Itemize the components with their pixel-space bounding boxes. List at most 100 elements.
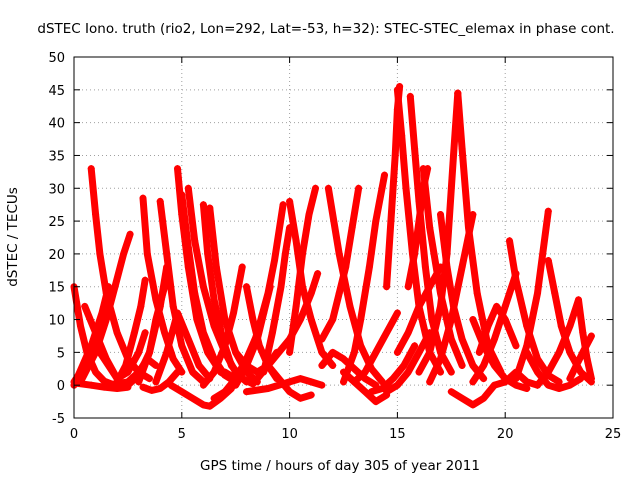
series-42-point-1 xyxy=(411,145,419,153)
series-1-point-5 xyxy=(98,309,106,317)
axis-ticks xyxy=(73,56,614,419)
series-18-point-0 xyxy=(167,381,175,389)
series-31-point-4 xyxy=(311,184,319,192)
series-8 xyxy=(113,276,149,386)
series-8-point-0 xyxy=(113,378,121,386)
series-38-point-1 xyxy=(361,368,369,376)
series-12-point-1 xyxy=(148,386,156,394)
series-58-point-0 xyxy=(544,256,552,264)
series-44-point-1 xyxy=(411,250,419,258)
y-tick-label-1: 0 xyxy=(57,379,65,394)
series-31 xyxy=(286,184,319,356)
series-9-point-1 xyxy=(143,250,151,258)
series-6-point-2 xyxy=(102,355,110,363)
series-29-point-5 xyxy=(318,381,326,389)
series-39-point-0 xyxy=(368,388,376,396)
series-17-point-2 xyxy=(173,309,181,317)
y-tick-label-3: 10 xyxy=(48,314,65,329)
series-25-point-5 xyxy=(279,201,287,209)
series-43-point-0 xyxy=(383,388,391,396)
series-36-point-1 xyxy=(350,348,358,356)
series-41-point-0 xyxy=(393,86,401,94)
series-55 xyxy=(506,237,563,386)
series-29-point-4 xyxy=(307,378,315,386)
series-61-point-1 xyxy=(579,329,587,337)
series-53-point-0 xyxy=(475,348,483,356)
series-29-point-2 xyxy=(286,378,294,386)
series-51-point-0 xyxy=(447,388,455,396)
series-3-point-1 xyxy=(87,381,95,389)
series-35-trace xyxy=(324,184,386,386)
series-55-point-0 xyxy=(506,237,514,245)
series-56-point-2 xyxy=(534,289,542,297)
series-16-point-2 xyxy=(199,283,207,291)
series-2-point-1 xyxy=(79,361,87,369)
series-15-point-0 xyxy=(178,191,186,199)
series-36-point-4 xyxy=(372,217,380,225)
series-45-point-0 xyxy=(393,348,401,356)
series-46-point-4 xyxy=(458,361,466,369)
series-40-point-2 xyxy=(391,151,399,159)
data-series xyxy=(70,83,595,410)
series-17-point-1 xyxy=(163,348,171,356)
series-37-point-2 xyxy=(361,388,369,396)
series-57-trace xyxy=(523,348,585,392)
series-16-point-3 xyxy=(210,322,218,330)
series-31-point-3 xyxy=(305,211,313,219)
series-46-point-0 xyxy=(419,165,427,173)
series-2-point-2 xyxy=(87,342,95,350)
series-36-point-2 xyxy=(357,316,365,324)
series-62-trace xyxy=(469,316,531,392)
series-8-point-1 xyxy=(122,361,130,369)
series-16-point-1 xyxy=(191,237,199,245)
series-6-point-6 xyxy=(141,329,149,337)
series-50-point-1 xyxy=(443,263,451,271)
series-29-point-0 xyxy=(242,388,250,396)
series-30-point-4 xyxy=(307,391,315,399)
series-50-trace xyxy=(437,211,488,383)
series-45-point-2 xyxy=(415,302,423,310)
series-49-point-1 xyxy=(437,355,445,363)
series-62-point-2 xyxy=(490,361,498,369)
series-19-point-0 xyxy=(199,201,207,209)
series-29-point-1 xyxy=(264,384,272,392)
series-20-point-1 xyxy=(212,263,220,271)
series-8-point-3 xyxy=(137,302,145,310)
series-15-point-2 xyxy=(191,289,199,297)
series-55-point-5 xyxy=(555,378,563,386)
series-38-point-3 xyxy=(383,329,391,337)
series-62-point-3 xyxy=(501,375,509,383)
y-axis-tick-labels: -5 0 5 10 15 20 25 30 35 40 45 50 xyxy=(48,51,65,427)
series-32-point-3 xyxy=(264,361,272,369)
series-39-point-1 xyxy=(378,384,386,392)
series-17-trace xyxy=(152,309,214,386)
series-11-point-1 xyxy=(145,348,153,356)
series-4-point-7 xyxy=(145,375,153,383)
series-32-point-2 xyxy=(253,368,261,376)
series-56-trace xyxy=(512,207,552,383)
series-20-point-2 xyxy=(221,316,229,324)
series-6-point-5 xyxy=(135,348,143,356)
x-tick-label-4: 20 xyxy=(497,427,514,442)
series-39 xyxy=(368,342,419,396)
series-49 xyxy=(426,211,477,386)
series-62-point-0 xyxy=(469,316,477,324)
series-46-point-1 xyxy=(426,224,434,232)
y-tick-label-11: 50 xyxy=(48,51,65,66)
series-51-point-3 xyxy=(480,394,488,402)
series-21-point-3 xyxy=(230,309,238,317)
series-17-point-4 xyxy=(195,361,203,369)
series-62-point-4 xyxy=(512,381,520,389)
series-4-point-2 xyxy=(96,250,104,258)
series-37-point-0 xyxy=(340,368,347,376)
series-32-point-1 xyxy=(242,361,250,369)
y-tick-label-2: 5 xyxy=(57,346,65,361)
series-21-point-4 xyxy=(238,263,246,271)
series-17-point-0 xyxy=(152,378,160,386)
series-26-point-5 xyxy=(307,289,315,297)
series-50-point-0 xyxy=(437,211,445,219)
series-41-point-2 xyxy=(402,184,410,192)
series-56-point-1 xyxy=(523,342,531,350)
x-axis-label: GPS time / hours of day 305 of year 2011 xyxy=(200,458,480,474)
series-18-point-3 xyxy=(199,401,207,409)
